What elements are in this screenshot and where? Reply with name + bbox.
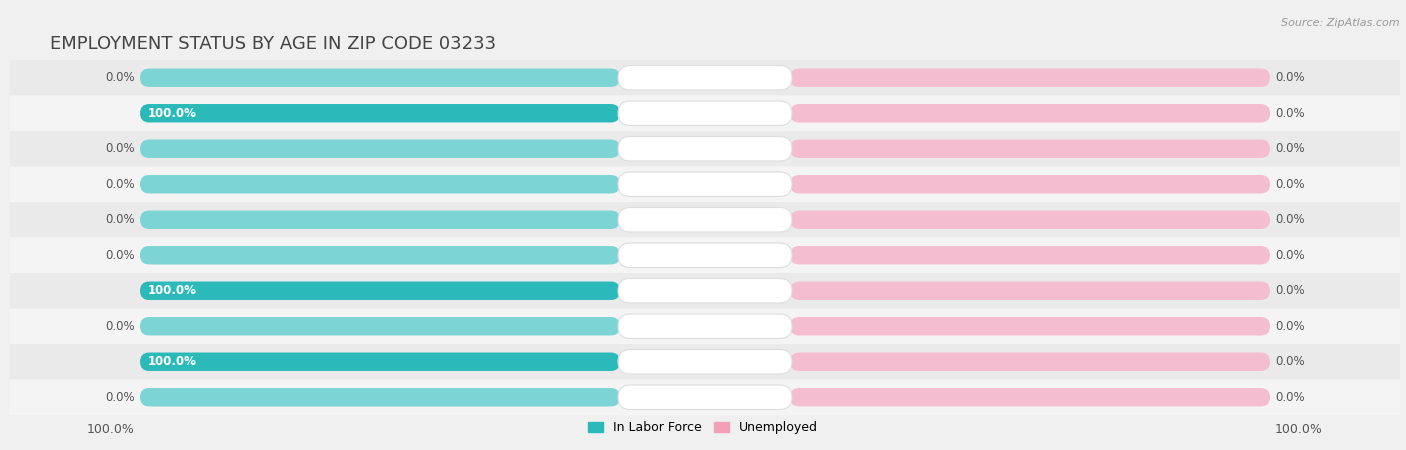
Text: 0.0%: 0.0%: [1275, 107, 1305, 120]
Text: 0.0%: 0.0%: [1275, 178, 1305, 191]
Text: 0.0%: 0.0%: [105, 213, 135, 226]
FancyBboxPatch shape: [619, 207, 792, 232]
FancyBboxPatch shape: [790, 282, 1270, 300]
FancyBboxPatch shape: [619, 350, 792, 374]
Text: 0.0%: 0.0%: [105, 320, 135, 333]
Text: 25 to 29 Years: 25 to 29 Years: [661, 142, 749, 155]
Text: 55 to 59 Years: 55 to 59 Years: [661, 284, 749, 297]
FancyBboxPatch shape: [10, 344, 1400, 379]
FancyBboxPatch shape: [790, 388, 1270, 406]
FancyBboxPatch shape: [141, 317, 620, 336]
Text: 0.0%: 0.0%: [1275, 213, 1305, 226]
FancyBboxPatch shape: [10, 131, 1400, 166]
FancyBboxPatch shape: [10, 95, 1400, 131]
FancyBboxPatch shape: [619, 279, 792, 303]
FancyBboxPatch shape: [619, 243, 792, 267]
Text: 0.0%: 0.0%: [1275, 320, 1305, 333]
FancyBboxPatch shape: [619, 136, 792, 161]
Text: EMPLOYMENT STATUS BY AGE IN ZIP CODE 03233: EMPLOYMENT STATUS BY AGE IN ZIP CODE 032…: [51, 35, 496, 53]
Text: Source: ZipAtlas.com: Source: ZipAtlas.com: [1281, 18, 1400, 28]
FancyBboxPatch shape: [790, 246, 1270, 265]
FancyBboxPatch shape: [141, 352, 620, 371]
Text: 0.0%: 0.0%: [1275, 355, 1305, 368]
Text: 100.0%: 100.0%: [148, 107, 197, 120]
FancyBboxPatch shape: [141, 175, 620, 194]
Text: 20 to 24 Years: 20 to 24 Years: [661, 107, 749, 120]
Text: 0.0%: 0.0%: [1275, 249, 1305, 262]
FancyBboxPatch shape: [619, 101, 792, 126]
FancyBboxPatch shape: [10, 309, 1400, 344]
FancyBboxPatch shape: [141, 246, 620, 265]
FancyBboxPatch shape: [790, 317, 1270, 336]
FancyBboxPatch shape: [141, 68, 620, 87]
FancyBboxPatch shape: [10, 379, 1400, 415]
Text: 0.0%: 0.0%: [105, 391, 135, 404]
Text: 0.0%: 0.0%: [1275, 391, 1305, 404]
Text: 0.0%: 0.0%: [105, 142, 135, 155]
Text: 16 to 19 Years: 16 to 19 Years: [661, 71, 749, 84]
Text: 45 to 54 Years: 45 to 54 Years: [661, 249, 749, 262]
FancyBboxPatch shape: [10, 166, 1400, 202]
Text: 75 Years and over: 75 Years and over: [648, 391, 761, 404]
Text: 60 to 64 Years: 60 to 64 Years: [661, 320, 749, 333]
Text: 100.0%: 100.0%: [148, 355, 197, 368]
Text: 30 to 34 Years: 30 to 34 Years: [661, 178, 749, 191]
Text: 0.0%: 0.0%: [1275, 142, 1305, 155]
Text: 0.0%: 0.0%: [1275, 71, 1305, 84]
FancyBboxPatch shape: [10, 273, 1400, 309]
FancyBboxPatch shape: [141, 104, 620, 122]
Text: 35 to 44 Years: 35 to 44 Years: [661, 213, 749, 226]
FancyBboxPatch shape: [619, 172, 792, 197]
FancyBboxPatch shape: [790, 211, 1270, 229]
Legend: In Labor Force, Unemployed: In Labor Force, Unemployed: [583, 416, 823, 439]
Text: 65 to 74 Years: 65 to 74 Years: [661, 355, 749, 368]
FancyBboxPatch shape: [141, 388, 620, 406]
FancyBboxPatch shape: [790, 175, 1270, 194]
FancyBboxPatch shape: [790, 104, 1270, 122]
Text: 0.0%: 0.0%: [105, 178, 135, 191]
Text: 100.0%: 100.0%: [87, 423, 135, 436]
Text: 0.0%: 0.0%: [105, 71, 135, 84]
FancyBboxPatch shape: [790, 352, 1270, 371]
FancyBboxPatch shape: [10, 60, 1400, 95]
FancyBboxPatch shape: [790, 140, 1270, 158]
Text: 0.0%: 0.0%: [105, 249, 135, 262]
Text: 100.0%: 100.0%: [148, 284, 197, 297]
Text: 100.0%: 100.0%: [1275, 423, 1323, 436]
FancyBboxPatch shape: [619, 66, 792, 90]
FancyBboxPatch shape: [141, 282, 620, 300]
FancyBboxPatch shape: [619, 385, 792, 410]
FancyBboxPatch shape: [141, 211, 620, 229]
FancyBboxPatch shape: [790, 68, 1270, 87]
FancyBboxPatch shape: [10, 202, 1400, 238]
FancyBboxPatch shape: [10, 238, 1400, 273]
Text: 0.0%: 0.0%: [1275, 284, 1305, 297]
FancyBboxPatch shape: [141, 140, 620, 158]
FancyBboxPatch shape: [619, 314, 792, 338]
